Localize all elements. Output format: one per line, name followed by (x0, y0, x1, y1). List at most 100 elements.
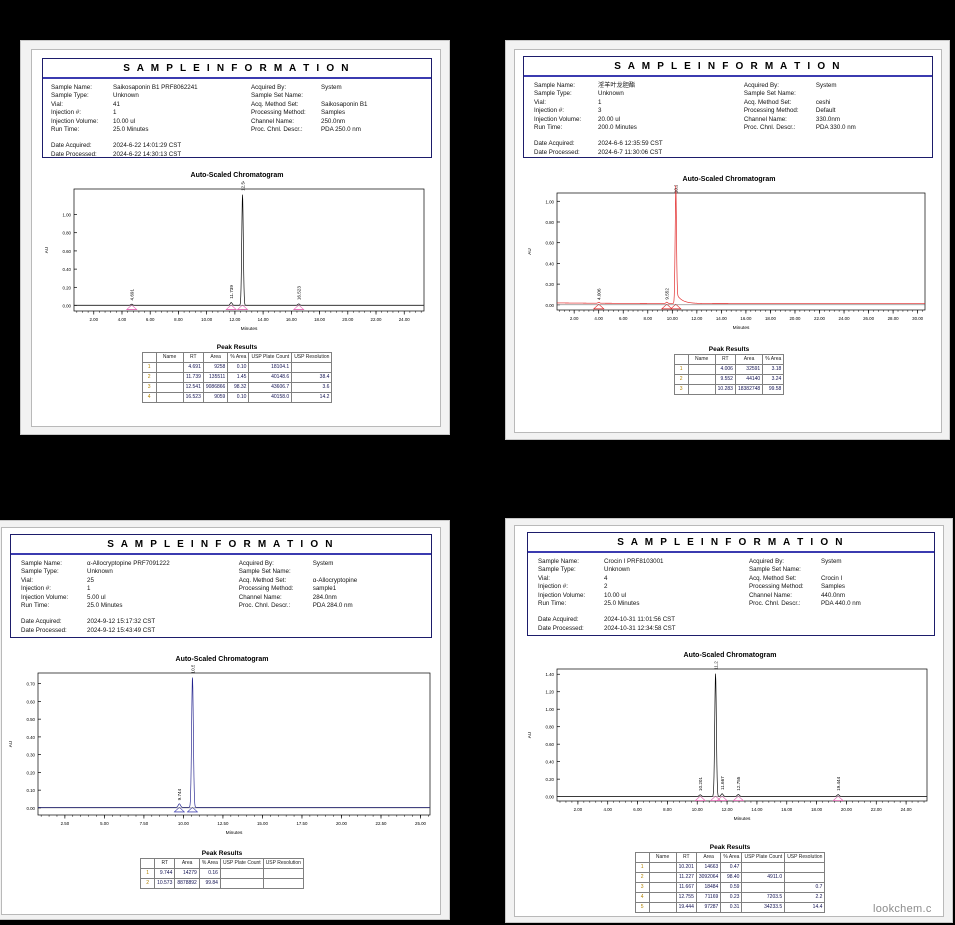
cell--area: 0.10 (227, 392, 250, 403)
value-date-acquired: 2024-9-12 15:17:32 CST (87, 618, 156, 626)
value-injection-no: 2 (604, 583, 608, 591)
value-acquired-by: System (321, 84, 342, 91)
label-injection-volume: Injection Volume: (51, 117, 99, 125)
sample-information-title: S A M P L E I N F O R M A T I O N (107, 539, 335, 550)
report-panel-4: S A M P L E I N F O R M A T I O N Sample… (505, 518, 953, 923)
value-date-acquired: 2024-6-22 14:01:29 CST (113, 142, 182, 150)
row-index: 1 (141, 362, 157, 373)
table-row: 1 9.744 14279 0.16 (140, 868, 304, 879)
col-header-usp-plate-count: USP Plate Count (219, 858, 264, 869)
svg-text:11.227: 11.227 (713, 661, 718, 670)
svg-text:28.00: 28.00 (888, 316, 900, 321)
row-index: 3 (634, 882, 650, 893)
label-processing-method: Processing Method: (251, 109, 306, 117)
label-sample-set-name: Sample Set Name: (748, 566, 801, 574)
value-acq-method-set: ceshi (815, 98, 831, 106)
svg-text:6.00: 6.00 (619, 316, 628, 321)
value-acq-method-set: Saikosaponin B1 (321, 100, 368, 108)
svg-text:0.60: 0.60 (62, 249, 71, 254)
label-date-processed: Date Processed: (51, 150, 97, 158)
svg-text:0.00: 0.00 (62, 304, 71, 309)
cell-usp-plate-count (741, 862, 786, 873)
svg-text:12.50: 12.50 (217, 821, 229, 826)
label-processing-method: Processing Method: (238, 585, 294, 593)
cell-usp-resolution: 0.7 (784, 882, 826, 893)
label-vial: Vial: (51, 100, 63, 108)
label-date-processed: Date Processed: (21, 626, 67, 634)
cell-usp-plate-count: 18104.1 (248, 362, 293, 373)
value-date-processed: 2024-9-12 15:43:49 CST (87, 626, 156, 634)
row-index: 1 (634, 862, 650, 873)
svg-text:20.00: 20.00 (342, 317, 354, 322)
table-row: 2 11.739 135511 1.45 40148.6 38.4 (141, 372, 333, 383)
peak-results-table-3: RT Area% Area USP Plate Count USP Resolutio… (140, 858, 304, 889)
label-injection-no: Injection #: (534, 107, 564, 115)
value-proc-chnl-descr: PDA 284.0 nm (312, 602, 353, 610)
svg-text:30.00: 30.00 (912, 316, 924, 321)
label-acquired-by: Acquired By: (251, 84, 287, 91)
value-date-processed: 2024-6-22 14:30:13 CST (113, 150, 182, 158)
cell--area: 3.24 (762, 374, 785, 385)
table-row: 2 9.552 44140 3.24 (673, 374, 785, 385)
col-header-rt: RT (182, 352, 204, 363)
cell--area: 0.10 (227, 362, 250, 373)
peak-results-title-4: Peak Results (709, 844, 751, 851)
svg-text:10.00: 10.00 (667, 316, 679, 321)
value-sample-name: 淫羊叶龙胆酯 (598, 82, 636, 89)
report-panel-3: S A M P L E I N F O R M A T I O N Sample… (0, 520, 450, 920)
peak-results-title-1: Peak Results (216, 344, 258, 351)
cell-usp-resolution: 38.4 (291, 372, 333, 383)
col-header-usp-plate-count: USP Plate Count (741, 852, 786, 863)
value-vial: 1 (598, 98, 602, 106)
cell-usp-plate-count (741, 882, 786, 893)
table-row: 3 11.667 18484 0.59 0.7 (634, 882, 826, 893)
cell--area: 1.45 (227, 372, 250, 383)
value-run-time: 25.0 Minutes (87, 602, 123, 610)
svg-text:AU: AU (527, 732, 532, 738)
value-injection-no: 3 (598, 107, 602, 115)
watermark: lookchem.c (873, 903, 932, 915)
cell--area: 0.59 (720, 882, 743, 893)
peak-results-table-1: Name RT Area% Area USP Plate Count USP Resol… (141, 352, 333, 403)
cell-rt: 4.006 (714, 364, 736, 375)
table-row: 4 12.755 71169 0.23 7203.5 2.2 (634, 892, 826, 903)
svg-text:14.00: 14.00 (258, 317, 270, 322)
cell-rt: 12.755 (675, 892, 697, 903)
label-vial: Vial: (538, 574, 550, 582)
label-injection-no: Injection #: (21, 585, 51, 593)
svg-text:18.00: 18.00 (314, 317, 326, 322)
cell-rt: 10.283 (714, 384, 736, 395)
col-header-area: % Area (720, 852, 743, 863)
svg-text:6.00: 6.00 (633, 807, 642, 812)
value-vial: 41 (113, 100, 120, 108)
cell-name (155, 372, 184, 383)
value-acq-method-set: Crocin I (820, 574, 843, 582)
label-run-time: Run Time: (51, 126, 80, 134)
cell--area: 99.84 (198, 878, 221, 889)
table-header-row: Name RT Area% Area USP Plate Count USP Resol… (634, 852, 826, 863)
cell-usp-resolution: 14.2 (291, 392, 333, 403)
label-date-acquired: Date Acquired: (51, 142, 92, 150)
svg-text:8.00: 8.00 (663, 807, 672, 812)
svg-text:9.744: 9.744 (177, 788, 182, 800)
table-header-row: Name RT Area% Area (673, 354, 785, 365)
row-index: 2 (673, 374, 689, 385)
label-channel-name: Channel Name: (238, 593, 282, 601)
sample-information-box-4: S A M P L E I N F O R M A T I O N Sample… (527, 532, 935, 636)
col-header-usp-resolution: USP Resolution (784, 852, 826, 863)
col-header-usp-resolution: USP Resolution (291, 352, 333, 363)
chromatogram-4: 0.00 0.20 0.40 0.60 0.80 1.00 1.20 1.40 AU 2.00 4.… (523, 661, 937, 831)
svg-text:Minutes: Minutes (734, 816, 751, 822)
svg-text:AU: AU (527, 248, 532, 254)
value-injection-volume: 5.00 ul (87, 593, 106, 601)
svg-text:2.00: 2.00 (574, 807, 583, 812)
value-date-processed: 2024-10-31 12:34:58 CST (604, 624, 676, 632)
svg-text:2.50: 2.50 (61, 821, 70, 826)
svg-text:0.20: 0.20 (26, 770, 35, 775)
value-channel-name: 284.0nm (312, 593, 337, 601)
svg-text:Minutes: Minutes (226, 830, 243, 836)
cell-area: 9258 (202, 362, 229, 373)
cell-rt: 9.552 (714, 374, 736, 385)
table-row: 3 12.541 9086866 98.32 43606.7 3.6 (141, 382, 333, 393)
row-index: 5 (634, 902, 650, 913)
